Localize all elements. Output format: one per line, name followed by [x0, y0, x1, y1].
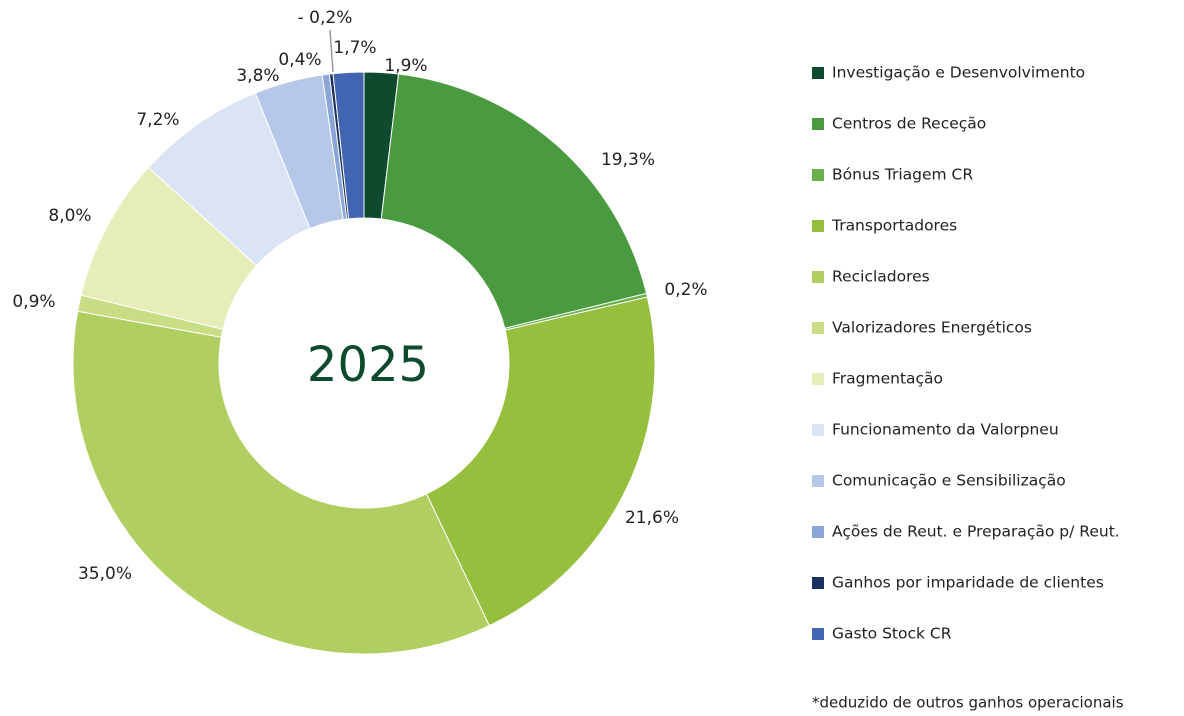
center-label: 2025 [307, 337, 429, 393]
value-label: 0,9% [12, 292, 55, 312]
value-label: 0,4% [278, 50, 321, 70]
value-label: 3,8% [236, 66, 279, 86]
value-label: 1,7% [333, 38, 376, 58]
legend-swatch [812, 118, 824, 130]
legend-label: Transportadores [831, 217, 957, 235]
donut-slice [332, 71, 365, 220]
legend-swatch [812, 220, 824, 232]
value-label: 0,2% [664, 280, 707, 300]
legend-label: Valorizadores Energéticos [832, 319, 1032, 337]
legend-label: Fragmentação [832, 370, 943, 388]
value-label: 21,6% [625, 508, 679, 528]
value-label: 19,3% [601, 150, 655, 170]
legend-swatch [812, 628, 824, 640]
legend-label: Centros de Receção [832, 115, 986, 133]
donut-slice [72, 310, 490, 655]
footnote: *deduzido de outros ganhos operacionais [812, 694, 1124, 712]
legend-swatch [812, 424, 824, 436]
donut-slice [380, 73, 648, 329]
legend-label: Ações de Reut. e Preparação p/ Reut. [832, 523, 1120, 541]
legend-label: Bónus Triagem CR [832, 166, 973, 184]
legend-swatch [812, 322, 824, 334]
legend-label: Investigação e Desenvolvimento [832, 64, 1085, 82]
value-label: 35,0% [78, 564, 132, 584]
legend-label: Comunicação e Sensibilização [832, 472, 1066, 490]
legend-label: Recicladores [832, 268, 930, 286]
leader-line [329, 29, 334, 73]
value-label: 7,2% [136, 110, 179, 130]
legend-swatch [812, 373, 824, 385]
value-label: 1,9% [384, 56, 427, 76]
legend-label: Gasto Stock CR [832, 625, 952, 643]
value-label: 8,0% [48, 206, 91, 226]
legend-swatch [812, 271, 824, 283]
value-label: - 0,2% [298, 8, 353, 28]
legend-swatch [812, 169, 824, 181]
legend-label: Funcionamento da Valorpneu [832, 421, 1059, 439]
legend-label: Ganhos por imparidade de clientes [832, 574, 1104, 592]
legend-swatch [812, 577, 824, 589]
legend-swatch [812, 67, 824, 79]
donut-slice [425, 296, 656, 627]
legend-swatch [812, 526, 824, 538]
legend-swatch [812, 475, 824, 487]
